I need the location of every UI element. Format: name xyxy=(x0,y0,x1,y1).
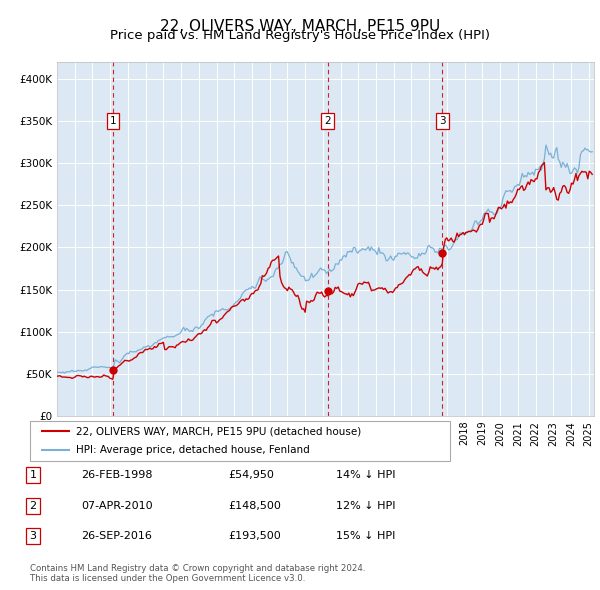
Text: 2: 2 xyxy=(29,501,37,510)
Text: £148,500: £148,500 xyxy=(228,501,281,510)
FancyBboxPatch shape xyxy=(30,421,450,461)
Text: 3: 3 xyxy=(439,116,446,126)
Text: 07-APR-2010: 07-APR-2010 xyxy=(81,501,152,510)
Text: 22, OLIVERS WAY, MARCH, PE15 9PU (detached house): 22, OLIVERS WAY, MARCH, PE15 9PU (detach… xyxy=(76,427,361,436)
Text: 1: 1 xyxy=(110,116,116,126)
Text: 22, OLIVERS WAY, MARCH, PE15 9PU: 22, OLIVERS WAY, MARCH, PE15 9PU xyxy=(160,19,440,34)
Text: £54,950: £54,950 xyxy=(228,470,274,480)
Text: Price paid vs. HM Land Registry's House Price Index (HPI): Price paid vs. HM Land Registry's House … xyxy=(110,30,490,42)
Text: 26-FEB-1998: 26-FEB-1998 xyxy=(81,470,152,480)
Text: 15% ↓ HPI: 15% ↓ HPI xyxy=(336,532,395,541)
Text: HPI: Average price, detached house, Fenland: HPI: Average price, detached house, Fenl… xyxy=(76,445,310,455)
Text: 14% ↓ HPI: 14% ↓ HPI xyxy=(336,470,395,480)
Text: 26-SEP-2016: 26-SEP-2016 xyxy=(81,532,152,541)
Text: 12% ↓ HPI: 12% ↓ HPI xyxy=(336,501,395,510)
Text: 1: 1 xyxy=(29,470,37,480)
Text: Contains HM Land Registry data © Crown copyright and database right 2024.
This d: Contains HM Land Registry data © Crown c… xyxy=(30,563,365,583)
Text: £193,500: £193,500 xyxy=(228,532,281,541)
Text: 2: 2 xyxy=(325,116,331,126)
Text: 3: 3 xyxy=(29,532,37,541)
